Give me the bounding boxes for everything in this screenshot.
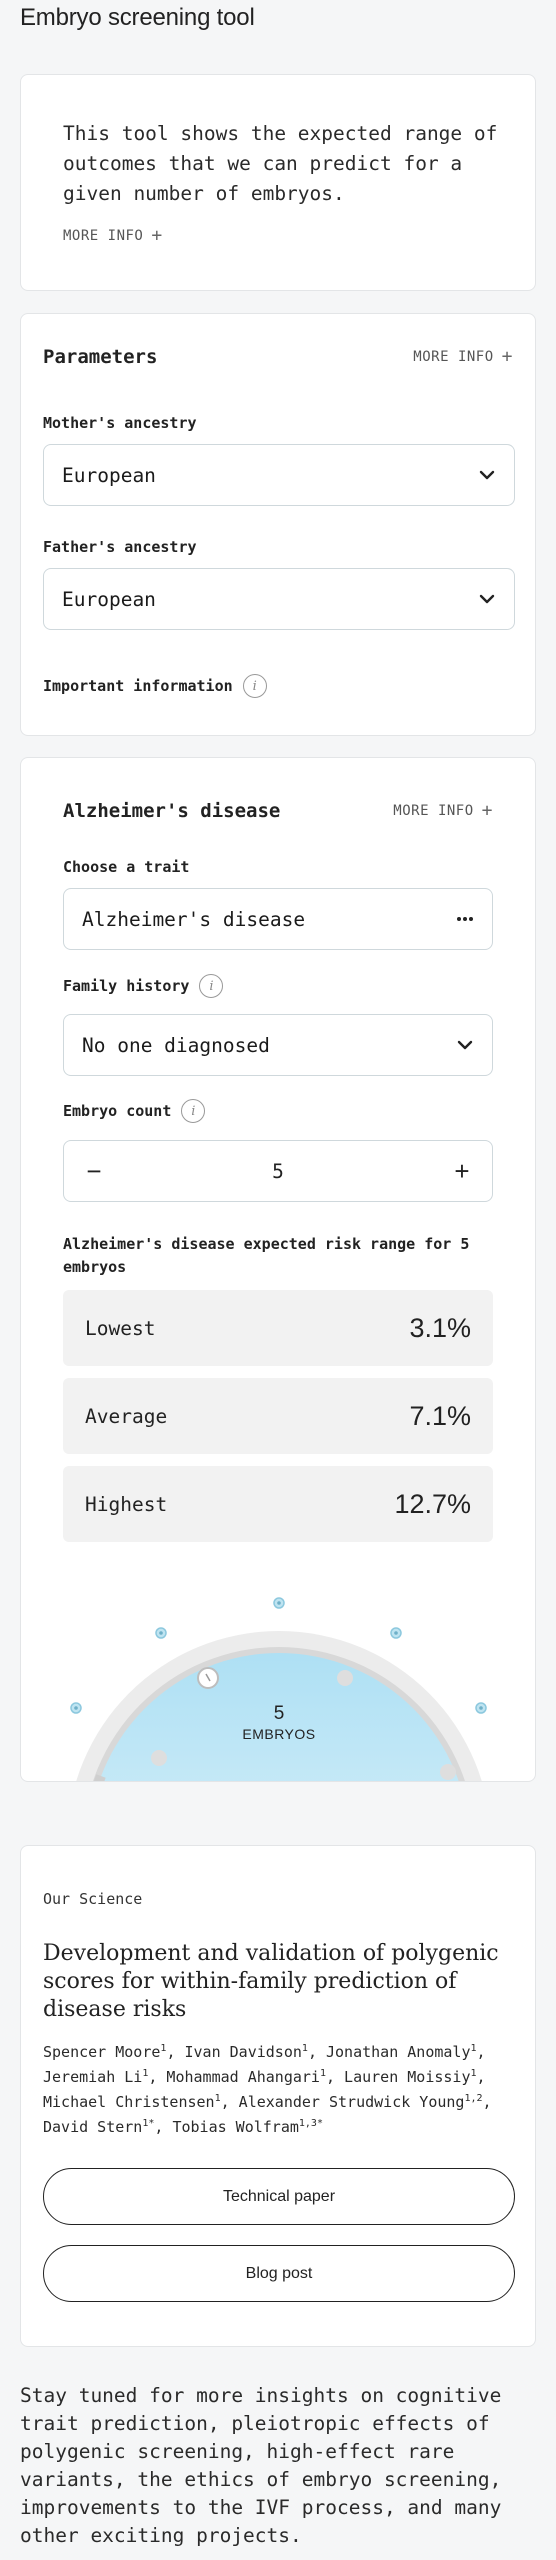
gauge-tick	[440, 1764, 456, 1780]
gauge-unit: EMBRYOS	[242, 1726, 316, 1742]
increment-button[interactable]: +	[454, 1155, 470, 1186]
choose-trait-label: Choose a trait	[63, 858, 190, 876]
result-value: 3.1%	[409, 1312, 471, 1343]
embryo-count-header: Embryo count i	[63, 1099, 206, 1123]
intro-card: This tool shows the expected range of ou…	[20, 74, 536, 291]
more-dots-icon	[456, 910, 474, 928]
more-info-label: MORE INFO	[63, 228, 144, 244]
embryo-count-value: 5	[272, 1159, 284, 1183]
blog-post-button[interactable]: Blog post	[43, 2245, 515, 2302]
result-row-average: Average 7.1%	[63, 1378, 493, 1454]
gauge-tick	[337, 1670, 353, 1686]
info-icon[interactable]: i	[199, 974, 224, 998]
more-info-label: MORE INFO	[413, 349, 494, 365]
mother-ancestry-select[interactable]: European	[43, 444, 515, 506]
embryo-count-label: Embryo count	[63, 1102, 172, 1120]
chevron-down-icon	[456, 1036, 474, 1054]
embryo-count-stepper[interactable]: − 5 +	[63, 1140, 493, 1202]
authors-list: Spencer Moore1, Ivan Davidson1, Jonathan…	[43, 2043, 492, 2136]
decrement-button[interactable]: −	[86, 1155, 102, 1186]
important-information[interactable]: Important information i	[43, 674, 267, 698]
science-eyebrow: Our Science	[43, 1890, 143, 1908]
result-value: 12.7%	[394, 1488, 471, 1519]
science-title: Development and validation of polygenic …	[43, 1941, 499, 2022]
trait-select[interactable]: Alzheimer's disease	[63, 888, 493, 950]
parameters-more-info-button[interactable]: MORE INFO +	[413, 348, 513, 366]
trait-select-value: Alzheimer's disease	[82, 907, 306, 931]
mother-ancestry-label: Mother's ancestry	[43, 414, 197, 432]
important-information-label: Important information	[43, 677, 233, 695]
trait-card: Alzheimer's disease MORE INFO + Choose a…	[20, 757, 536, 1782]
trait-title: Alzheimer's disease	[63, 800, 281, 822]
family-history-header: Family history i	[63, 974, 224, 998]
family-history-select[interactable]: No one diagnosed	[63, 1014, 493, 1076]
result-row-lowest: Lowest 3.1%	[63, 1290, 493, 1366]
gauge-left-edge	[94, 1774, 106, 1781]
outro-text: Stay tuned for more insights on cognitiv…	[20, 2384, 502, 2547]
trait-more-info-button[interactable]: MORE INFO +	[393, 802, 493, 820]
father-ancestry-label: Father's ancestry	[43, 538, 197, 556]
info-icon[interactable]: i	[242, 674, 267, 698]
plus-icon: +	[501, 346, 513, 367]
intro-more-info-button[interactable]: MORE INFO +	[63, 227, 163, 245]
gauge-fill	[99, 1653, 459, 1781]
science-card: Our Science Development and validation o…	[20, 1845, 536, 2347]
intro-text: This tool shows the expected range of ou…	[63, 122, 498, 205]
mother-ancestry-value: European	[62, 463, 156, 487]
info-icon[interactable]: i	[181, 1099, 206, 1123]
family-history-value: No one diagnosed	[82, 1033, 270, 1057]
result-value: 7.1%	[409, 1400, 471, 1431]
more-info-label: MORE INFO	[393, 803, 474, 819]
result-label: Lowest	[85, 1316, 156, 1340]
family-history-label: Family history	[63, 977, 190, 995]
chevron-down-icon	[478, 466, 496, 484]
parameters-title: Parameters	[43, 346, 158, 368]
plus-icon: +	[151, 225, 163, 246]
embryo-gauge	[70, 1597, 487, 1781]
parameters-card: Parameters MORE INFO + Mother's ancestry…	[20, 313, 536, 736]
result-label: Average	[85, 1404, 168, 1428]
plus-icon: +	[481, 800, 493, 821]
father-ancestry-value: European	[62, 587, 156, 611]
result-row-highest: Highest 12.7%	[63, 1466, 493, 1542]
technical-paper-button[interactable]: Technical paper	[43, 2168, 515, 2225]
gauge-count: 5	[273, 1703, 285, 1724]
app-title: Embryo screening tool	[20, 4, 255, 31]
chevron-down-icon	[478, 590, 496, 608]
risk-range-heading: Alzheimer's disease expected risk range …	[63, 1235, 470, 1276]
gauge-tick	[151, 1750, 167, 1766]
result-label: Highest	[85, 1492, 168, 1516]
father-ancestry-select[interactable]: European	[43, 568, 515, 630]
